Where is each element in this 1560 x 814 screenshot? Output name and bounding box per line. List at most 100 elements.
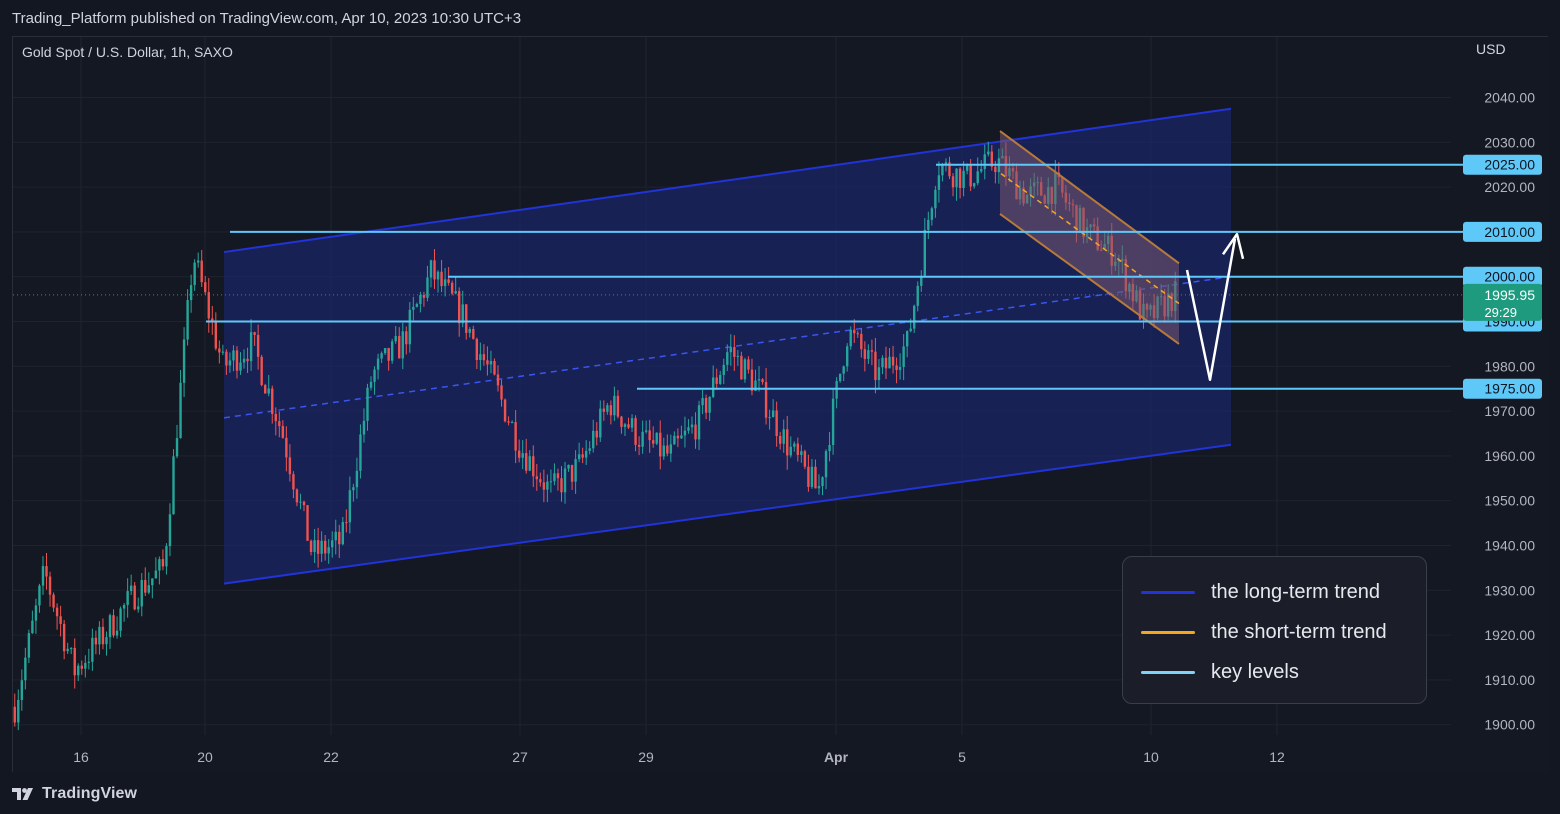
candle-body — [934, 189, 937, 209]
candle-body — [824, 451, 828, 478]
candle-body — [542, 482, 546, 490]
candle-body — [507, 421, 510, 423]
candle-body — [450, 282, 454, 294]
candle-body — [66, 648, 69, 652]
candle-body — [835, 381, 838, 399]
candle-body — [48, 576, 52, 595]
candle-body — [514, 422, 517, 451]
legend-swatch-long-term — [1141, 590, 1195, 594]
candle-body — [433, 260, 436, 280]
footer-bar — [0, 776, 1560, 814]
candle-body — [969, 164, 972, 187]
candle-body — [62, 623, 66, 652]
long-term-channel-upper — [223, 107, 1232, 254]
candle-body — [472, 328, 475, 339]
current-price-value: 1995.95 — [1484, 287, 1535, 303]
candle-body — [941, 165, 944, 176]
candle-body — [581, 454, 584, 458]
candle-body — [719, 375, 722, 384]
candle-body — [923, 229, 926, 276]
candle-body — [771, 410, 775, 418]
candle-body — [606, 405, 609, 412]
key-level-badge — [1463, 378, 1542, 399]
candle-body — [655, 432, 658, 444]
candle-body — [27, 633, 31, 658]
candle-body — [352, 487, 355, 491]
x-tick-label: 5 — [958, 749, 966, 765]
candle-body — [532, 456, 535, 477]
y-tick-label: 2020.00 — [1484, 179, 1535, 195]
candle-body — [831, 398, 835, 446]
x-tick-label: 29 — [638, 749, 654, 765]
key-level-badge-label: 1975.00 — [1484, 381, 1535, 397]
candle-body — [920, 275, 923, 286]
price-chart[interactable]: 1900.00 1910.00 1920.00 1930.00 1940.00 1950.… — [13, 37, 1549, 773]
legend-item-long-term: the long-term trend — [1141, 580, 1380, 604]
candle-body — [994, 166, 997, 173]
candle-body — [175, 438, 179, 457]
candle-body — [80, 665, 83, 669]
candle-body — [870, 350, 874, 352]
chart-panel[interactable]: 1900.00 1910.00 1920.00 1930.00 1940.00 1950.… — [12, 36, 1549, 773]
currency-label[interactable]: USD — [1476, 41, 1506, 57]
candle-body — [553, 473, 556, 482]
candle-body — [877, 367, 881, 381]
symbol-title[interactable]: Gold Spot / U.S. Dollar, 1h, SAXO — [22, 44, 233, 60]
candle-body — [863, 349, 867, 359]
candle-body — [838, 373, 842, 382]
candle-body — [761, 379, 764, 383]
candle-body — [958, 168, 962, 189]
candle-body — [398, 336, 401, 359]
tradingview-logo[interactable]: TradingView — [12, 785, 137, 803]
candle-body — [440, 271, 443, 287]
candle-body — [697, 405, 701, 440]
candle-body — [733, 347, 736, 357]
candle-body — [740, 355, 743, 380]
candle-body — [91, 637, 94, 662]
candle-body — [479, 354, 482, 360]
candle-body — [179, 382, 182, 439]
candle-body — [676, 435, 680, 439]
legend-label-long-term: the long-term trend — [1211, 580, 1380, 603]
candle-body — [574, 459, 577, 482]
candle-body — [652, 440, 655, 444]
candle-body — [436, 271, 440, 280]
candle-body — [856, 333, 859, 335]
candle-body — [750, 369, 754, 391]
candle-body — [990, 151, 994, 167]
candle-body — [172, 456, 175, 515]
candle-body — [168, 514, 172, 547]
candle-body — [154, 570, 158, 579]
candle-body — [775, 410, 778, 437]
candle-body — [225, 351, 228, 366]
candle-body — [70, 647, 73, 649]
candle-body — [613, 395, 616, 416]
legend-item-key-levels: key levels — [1141, 660, 1299, 684]
candle-body — [905, 331, 909, 347]
candle-body — [401, 331, 404, 359]
candle-body — [577, 454, 581, 460]
candle-body — [204, 282, 207, 293]
candle-body — [267, 388, 270, 394]
y-tick-label: 2040.00 — [1484, 90, 1535, 106]
candle-body — [983, 154, 986, 170]
candle-body — [186, 300, 189, 340]
candle-body — [888, 356, 891, 369]
candle-body — [17, 699, 20, 723]
legend-swatch-short-term — [1141, 630, 1195, 634]
candle-body — [535, 476, 538, 480]
candle-body — [13, 706, 16, 723]
candle-body — [803, 451, 807, 467]
candle-body — [151, 578, 154, 586]
candle-body — [500, 385, 503, 400]
candle-body — [743, 359, 747, 380]
candle-body — [690, 424, 694, 428]
key-level-badge-label: 2025.00 — [1484, 157, 1535, 173]
candle-body — [687, 427, 690, 431]
candle-body — [937, 175, 941, 190]
candle-body — [895, 365, 898, 370]
candle-body — [757, 379, 761, 381]
candle-body — [521, 453, 524, 458]
candle-body — [309, 540, 313, 553]
candle-body — [207, 292, 210, 319]
